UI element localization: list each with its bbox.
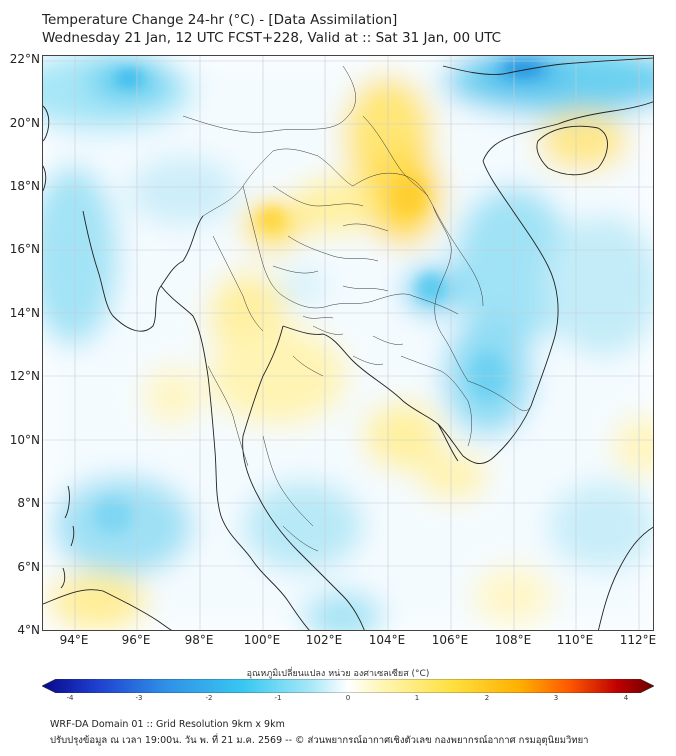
colorbar-tick-2: 2 (484, 694, 490, 702)
colorbar-tick--1: -1 (274, 694, 282, 702)
lon-label-110: 110°E (556, 633, 594, 647)
lat-label-20: 20°N (9, 116, 40, 130)
lat-label-8: 8°N (17, 496, 40, 510)
footer-domain-info: WRF-DA Domain 01 :: Grid Resolution 9km … (50, 719, 285, 730)
colorbar-title: อุณหภูมิเปลี่ยนแปลง หน่วย องศาเซลเซียส (… (246, 669, 430, 679)
map-panel (42, 55, 654, 631)
lon-label-112: 112°E (619, 633, 657, 647)
lat-label-6: 6°N (17, 560, 40, 574)
temperature-field (43, 56, 653, 630)
lat-label-12: 12°N (9, 369, 40, 383)
footer-credit: ปรับปรุงข้อมูล ณ เวลา 19:00น. วัน พ. ที่… (50, 735, 589, 746)
lat-label-18: 18°N (9, 179, 40, 193)
lon-label-98: 98°E (184, 633, 214, 647)
borders (182, 65, 532, 552)
graticule (43, 56, 653, 630)
lon-label-108: 108°E (494, 633, 532, 647)
lat-label-22: 22°N (9, 52, 40, 66)
lon-label-106: 106°E (431, 633, 469, 647)
lon-label-96: 96°E (121, 633, 151, 647)
colorbar-tick--2: -2 (205, 694, 213, 702)
colorbar-tick--3: -3 (135, 694, 143, 702)
lon-label-102: 102°E (305, 633, 343, 647)
colorbar-ramp (41, 678, 655, 694)
lat-label-4: 4°N (17, 623, 40, 637)
colorbar-tick-4: 4 (623, 694, 629, 702)
lon-label-104: 104°E (368, 633, 406, 647)
lat-label-10: 10°N (9, 433, 40, 447)
colorbar-tick-0: 0 (345, 694, 351, 702)
lat-label-14: 14°N (9, 306, 40, 320)
coastlines (43, 57, 653, 630)
colorbar-tick-1: 1 (414, 694, 420, 702)
lon-label-94: 94°E (59, 633, 89, 647)
title-line-2: Wednesday 21 Jan, 12 UTC FCST+228, Valid… (42, 30, 502, 46)
map-title: Temperature Change 24-hr (°C) - [Data As… (42, 11, 501, 47)
colorbar-tick--4: -4 (66, 694, 74, 702)
lon-label-100: 100°E (243, 633, 281, 647)
title-line-1: Temperature Change 24-hr (°C) - [Data As… (42, 12, 398, 28)
colorbar-tick-3: 3 (553, 694, 559, 702)
lat-label-16: 16°N (9, 242, 40, 256)
temperature-map (43, 56, 653, 630)
